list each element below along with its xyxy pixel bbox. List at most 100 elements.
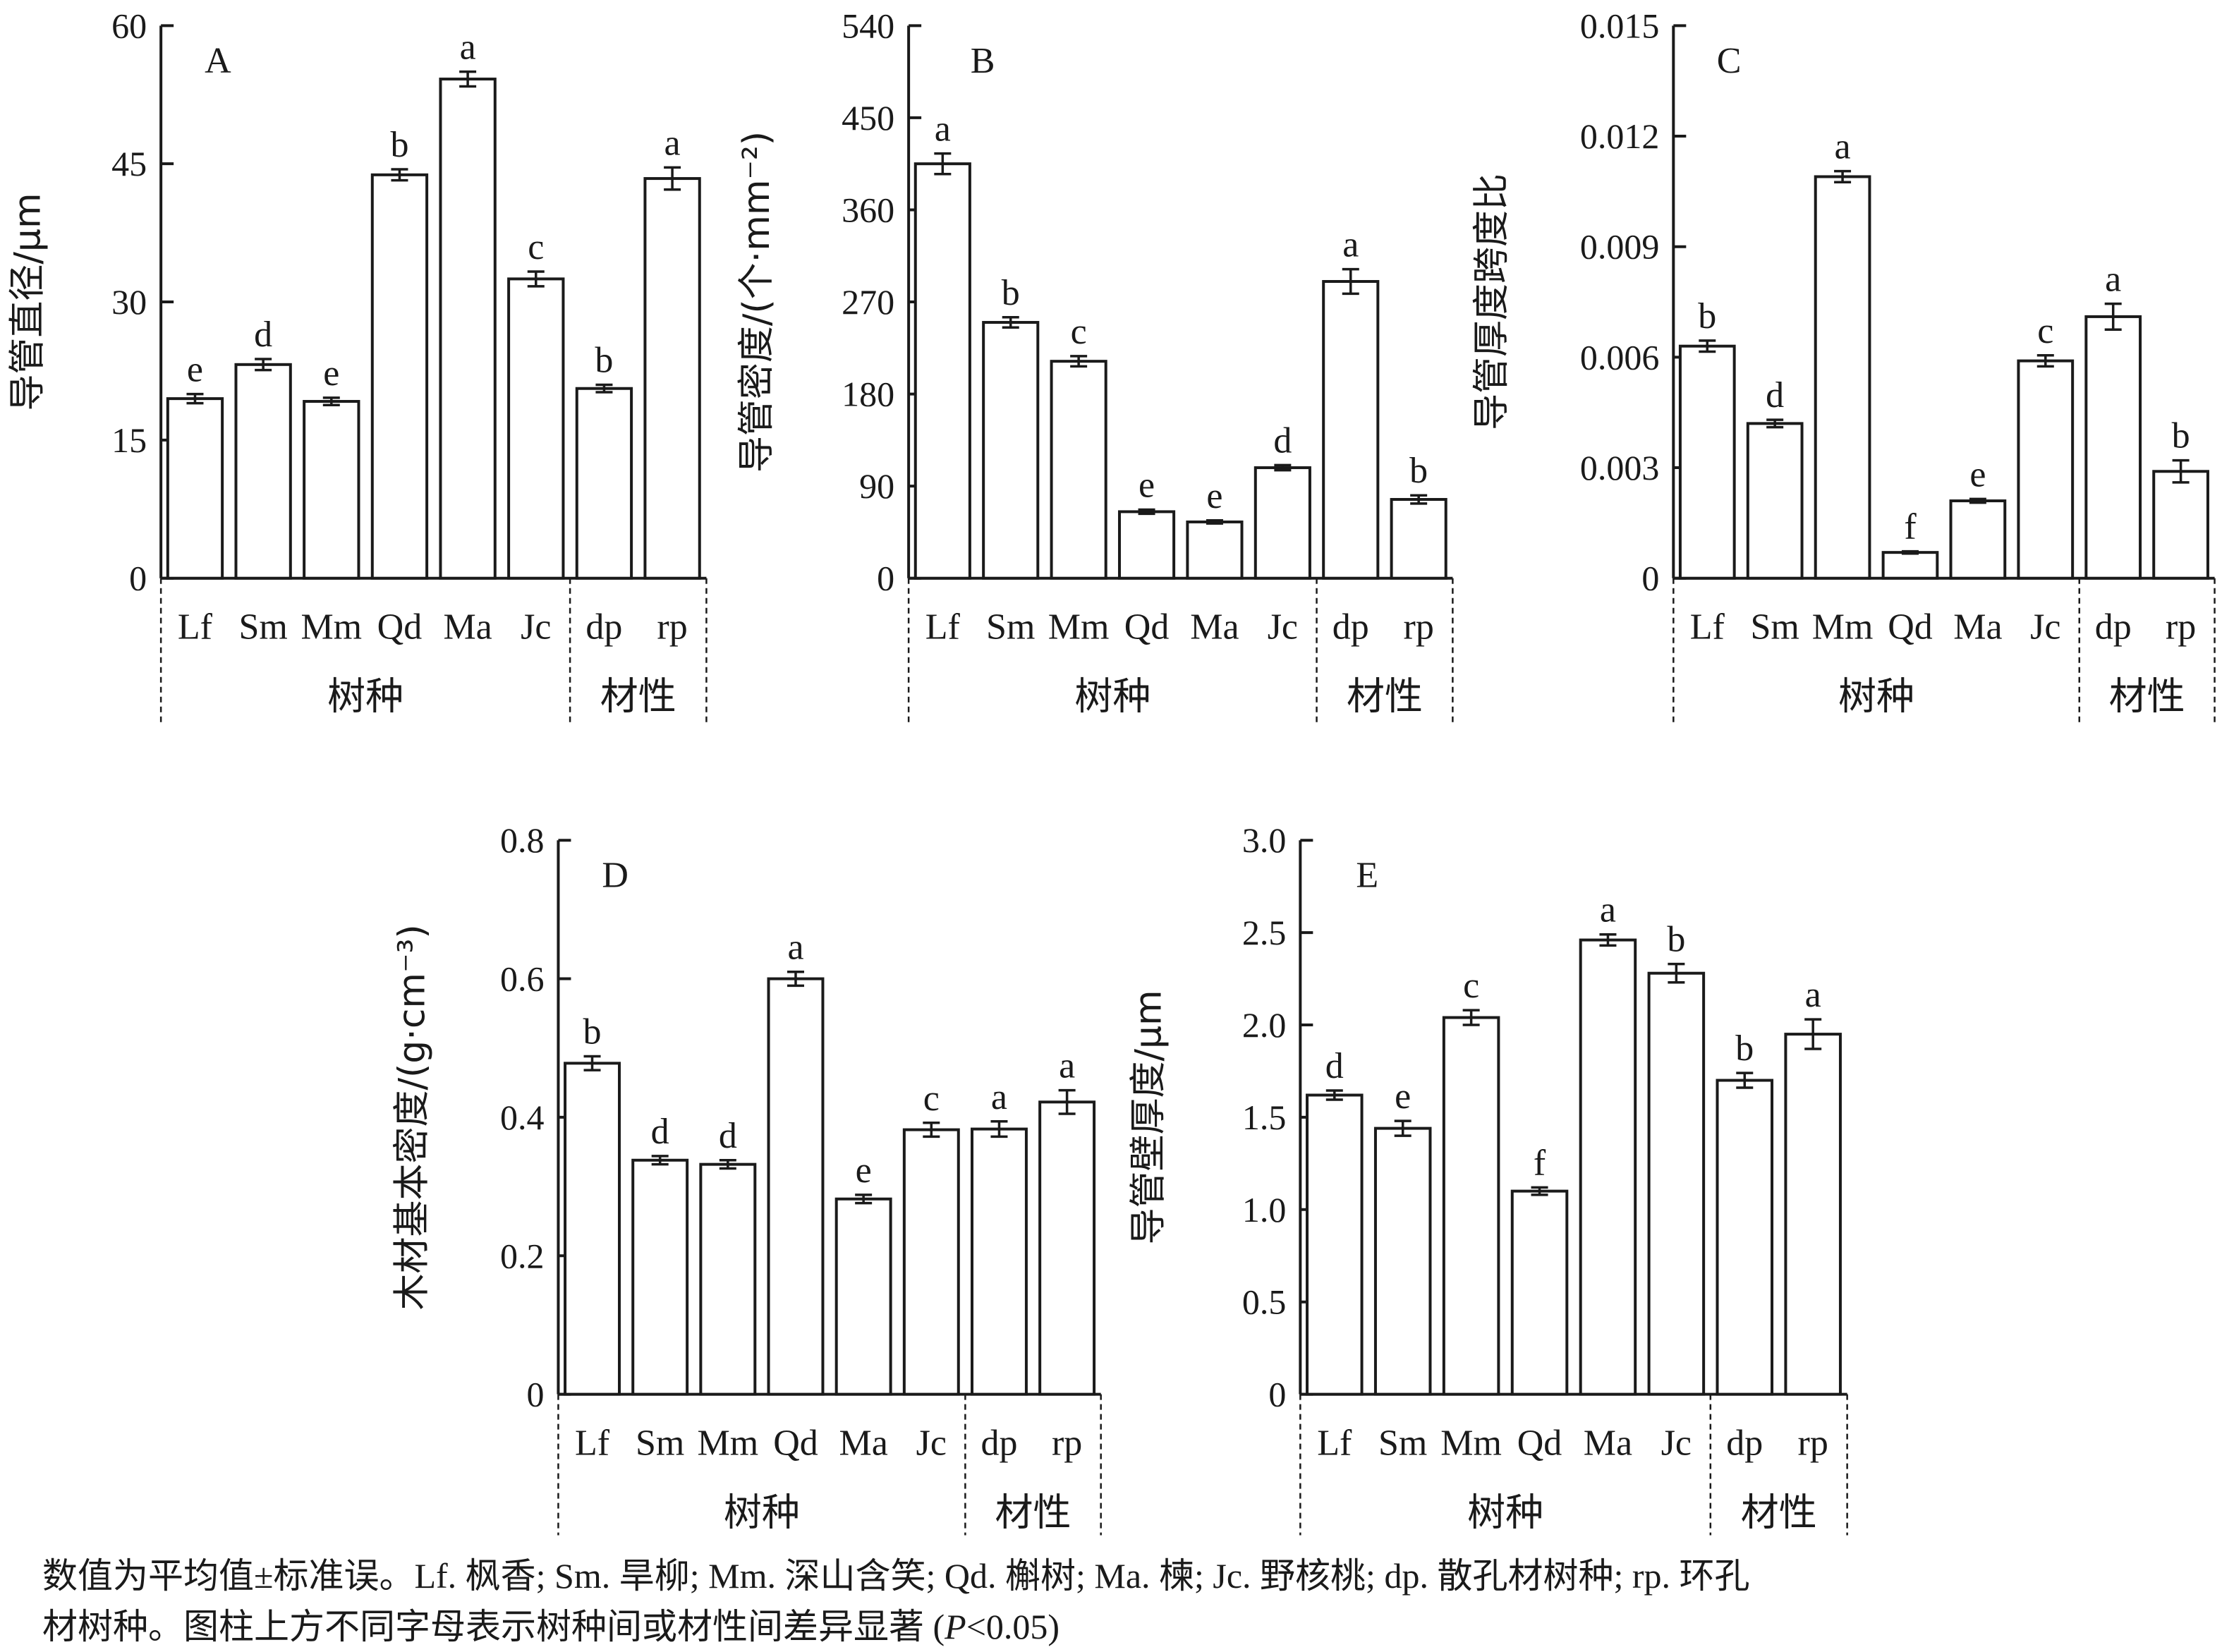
y-tick-label: 15 (111, 420, 147, 460)
bar-qd (767, 977, 825, 1396)
x-tick-label: dp (1332, 607, 1369, 648)
bar-rp (1390, 498, 1447, 580)
y-tick-label: 2.0 (1242, 1005, 1287, 1045)
significance-letter: c (1071, 312, 1087, 352)
bar-rp (2152, 470, 2209, 580)
bar-dp (2084, 315, 2142, 580)
x-tick-label: rp (1798, 1423, 1828, 1464)
x-tick-label: Ma (1953, 607, 2002, 648)
x-tick-label: Mm (300, 607, 362, 648)
panel-label: C (1717, 41, 1742, 81)
significance-letter: e (1206, 476, 1222, 516)
y-tick-label: 0 (129, 559, 147, 598)
x-tick-label: Sm (238, 607, 287, 648)
bar-jc (507, 277, 565, 580)
significance-letter: a (1805, 975, 1821, 1015)
bar-rp (1784, 1033, 1842, 1396)
significance-letter: d (719, 1116, 737, 1156)
caption-line-2-prefix: 材树种。图柱上方不同字母表示树种间或材性间差异显著 ( (42, 1607, 945, 1646)
significance-letter: f (1904, 507, 1917, 547)
x-tick-label: rp (1052, 1423, 1082, 1464)
group-label: 材性 (1347, 674, 1423, 719)
bar-sm (234, 363, 292, 580)
significance-letter: b (1409, 451, 1428, 491)
significance-letter: d (651, 1112, 669, 1152)
group-label: 树种 (1838, 674, 1914, 719)
bar-mm (1814, 175, 1871, 580)
panel-label: B (971, 41, 995, 81)
bar-lf (1678, 344, 1736, 580)
group-label: 材性 (600, 674, 676, 719)
bar-jc (2017, 359, 2075, 580)
x-tick-label: Qd (1888, 607, 1933, 648)
bar-sm (982, 321, 1040, 580)
y-tick-label: 0.006 (1580, 337, 1660, 377)
x-tick-label: Lf (925, 607, 961, 648)
chart-panel-e: 0 0.5 1.0 1.5 2.0 2.5 3.0 导管壁厚度/μm Ed Lf e Sm c Mm f Qd… (1127, 820, 1848, 1536)
x-tick-label: dp (2095, 607, 2132, 648)
x-tick-label: dp (1726, 1423, 1763, 1464)
caption-p-symbol: P (945, 1607, 966, 1646)
x-tick-label: Ma (839, 1423, 887, 1464)
x-tick-label: Mm (1440, 1423, 1502, 1464)
y-tick-label: 0.4 (500, 1098, 545, 1137)
y-tick-label: 0 (1268, 1375, 1286, 1414)
x-tick-label: Ma (1190, 607, 1239, 648)
group-label: 材性 (995, 1490, 1071, 1535)
panel-label: D (602, 856, 629, 896)
y-tick-label: 0.6 (500, 959, 545, 999)
bar-ma (834, 1197, 892, 1396)
significance-letter: e (1139, 466, 1155, 506)
x-tick-label: Lf (1690, 607, 1725, 648)
chart-panel-a: 0 15 30 45 60 导管直径/μm Ae Lf d Sm e Mm b Qd a Ma c Jc b dp a r… (7, 6, 708, 724)
x-tick-label: Mm (1048, 607, 1110, 648)
x-tick-label: Sm (1378, 1423, 1427, 1464)
x-tick-label: Mm (697, 1423, 758, 1464)
significance-letter: c (2037, 311, 2053, 351)
x-tick-label: Jc (1661, 1423, 1692, 1464)
x-tick-label: rp (657, 607, 687, 648)
bar-qd (1510, 1189, 1569, 1396)
x-tick-label: Jc (521, 607, 551, 648)
x-tick-label: Qd (773, 1423, 818, 1464)
significance-letter: b (2172, 416, 2190, 456)
group-label: 材性 (1741, 1490, 1817, 1535)
x-tick-label: Sm (1750, 607, 1799, 648)
significance-letter: a (787, 928, 803, 968)
y-tick-label: 0 (526, 1375, 544, 1414)
y-tick-label: 0.015 (1580, 6, 1660, 45)
y-tick-label: 450 (842, 98, 894, 138)
group-label: 树种 (327, 674, 403, 719)
bar-ma (1579, 938, 1637, 1396)
y-tick-label: 0.012 (1580, 116, 1660, 156)
y-tick-label: 0 (877, 559, 894, 598)
bar-jc (902, 1128, 960, 1396)
chart-panel-c: 0 0.003 0.006 0.009 0.012 0.015 导管厚度跨度比 Cb Lf d Sm… (1471, 6, 2216, 724)
bar-rp (1038, 1100, 1096, 1396)
bar-sm (1373, 1126, 1432, 1396)
y-tick-label: 360 (842, 190, 894, 229)
significance-letter: b (583, 1012, 602, 1052)
y-tick-label: 270 (842, 282, 894, 322)
y-tick-label: 2.5 (1242, 913, 1287, 952)
bar-lf (1306, 1093, 1364, 1396)
caption-line-1: 数值为平均值±标准误。Lf. 枫香; Sm. 旱柳; Mm. 深山含笑; Qd.… (42, 1550, 1749, 1601)
significance-letter: c (1463, 966, 1479, 1006)
x-tick-label: Jc (1268, 607, 1298, 648)
y-tick-label: 60 (111, 6, 147, 45)
bar-mm (1050, 360, 1107, 580)
bar-dp (575, 387, 633, 580)
significance-letter: c (923, 1079, 940, 1119)
y-tick-label: 180 (842, 375, 894, 414)
bar-dp (970, 1127, 1028, 1396)
bar-mm (1442, 1016, 1500, 1396)
x-tick-label: Sm (636, 1423, 684, 1464)
bar-qd (1117, 510, 1176, 580)
y-tick-label: 540 (842, 6, 894, 45)
y-tick-label: 45 (111, 144, 147, 183)
bar-dp (1322, 280, 1380, 580)
y-tick-label: 1.0 (1242, 1190, 1287, 1229)
y-tick-label: 0.8 (500, 820, 545, 860)
y-tick-label: 0.5 (1242, 1282, 1287, 1322)
